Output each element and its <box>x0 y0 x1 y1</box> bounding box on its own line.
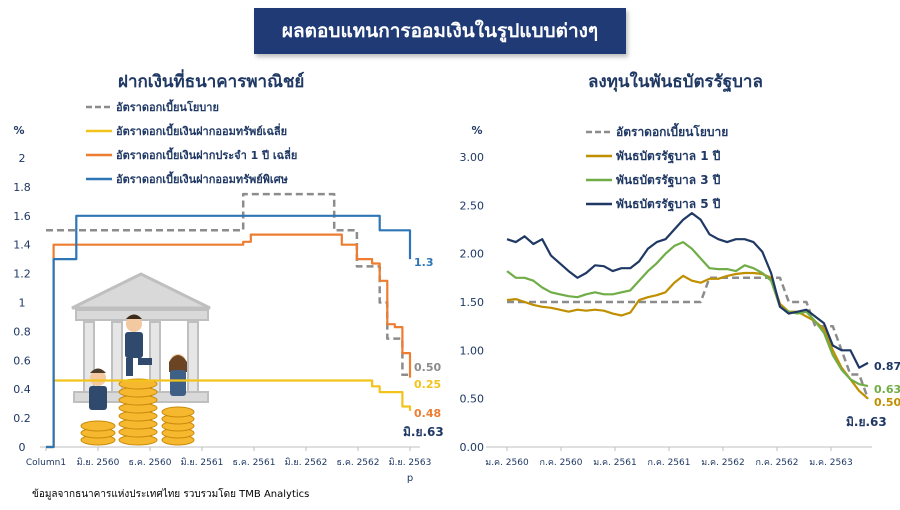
x-tick-label: มิ.ย. 2563 <box>389 457 432 468</box>
y-tick-label: 1.6 <box>13 210 31 223</box>
y-tick-label: 1.8 <box>13 181 31 194</box>
page-banner: ผลตอบแทนการออมเงินในรูปแบบต่างๆ <box>254 8 626 54</box>
x-tick-label: ม.ค. 2561 <box>593 458 636 468</box>
bank-illustration <box>71 272 211 403</box>
source-note: ข้อมูลจากธนาคารแห่งประเทศไทย รวบรวมโดย T… <box>32 489 310 500</box>
investor-figures-illustration <box>89 314 187 410</box>
y-tick-label: 1.50 <box>460 296 485 309</box>
series-line <box>507 276 870 400</box>
series-end-label: 0.50 <box>874 396 900 409</box>
series-line <box>506 212 869 369</box>
x-tick-label: มิ.ย. 2560 <box>77 457 120 468</box>
y-tick-label: 1.4 <box>13 239 31 252</box>
series-line <box>46 379 412 449</box>
x-tick-label: ก.ค. 2562 <box>756 458 799 468</box>
y-tick-label: 1 <box>19 297 26 310</box>
y-tick-label: 2.00 <box>460 248 485 261</box>
series-line <box>506 241 869 388</box>
legend-entry: อัตราดอกเบี้ยเงินฝากออมทรัพย์เฉลี่ย <box>116 123 287 138</box>
legend-entry: พันธบัตรรัฐบาล 3 ปี <box>616 173 721 188</box>
x-tick-label: Column1 <box>26 458 66 468</box>
series-end-label: 0.50 <box>414 361 441 374</box>
series-line <box>46 192 410 377</box>
legend-entry: อัตราดอกเบี้ยเงินฝากออมทรัพย์พิเศษ <box>116 171 289 186</box>
series-end-label: 0.63 <box>874 383 900 396</box>
y-tick-label: 0.4 <box>13 383 31 396</box>
series-line <box>506 271 869 400</box>
y-tick-label: 0.50 <box>460 393 485 406</box>
y-tick-label: 0 <box>19 441 26 454</box>
x-tick-label: ธ.ค. 2561 <box>232 458 275 468</box>
series-line <box>46 214 412 449</box>
left-chart-title: ฝากเงินที่ธนาคารพาณิชย์ <box>118 72 305 92</box>
series-line <box>46 233 412 449</box>
x-tick-label: ม.ค. 2563 <box>809 458 852 468</box>
y-tick-label: 1.2 <box>13 268 31 281</box>
x-tick-label: ธ.ค. 2562 <box>336 458 379 468</box>
period-label: มิ.ย.63 <box>403 425 444 439</box>
y-tick-label: 1.00 <box>460 344 485 357</box>
series-end-label: 0.48 <box>414 407 441 420</box>
right-chart-title: ลงทุนในพันธบัตรรัฐบาล <box>588 72 763 92</box>
x-tick-label: ก.ค. 2561 <box>648 458 691 468</box>
legend-entry: พันธบัตรรัฐบาล 5 ปี <box>616 197 721 212</box>
y-tick-label: 0.8 <box>13 325 31 338</box>
y-tick-label: 0.2 <box>13 412 31 425</box>
y-tick-label: 3.00 <box>460 151 485 164</box>
y-tick-label: 0.00 <box>460 441 485 454</box>
y-axis-unit: % <box>13 124 24 137</box>
legend-entry: อัตราดอกเบี้ยนโยบาย <box>616 122 728 139</box>
legend-entry: อัตราดอกเบี้ยนโยบาย <box>116 99 219 114</box>
series-end-label: 0.25 <box>414 378 441 391</box>
legend-entry: พันธบัตรรัฐบาล 1 ปี <box>616 149 721 164</box>
y-tick-label: 2 <box>19 152 26 165</box>
series-end-label: 1.3 <box>414 256 434 269</box>
y-axis-unit: % <box>471 124 482 137</box>
x-tick-label: มิ.ย. 2562 <box>285 457 328 468</box>
x-axis-footnote: p <box>407 473 413 484</box>
y-tick-label: 2.50 <box>460 199 485 212</box>
x-tick-label: ธ.ค. 2560 <box>128 458 171 468</box>
x-tick-label: มิ.ย. 2561 <box>181 457 224 468</box>
legend-entry: อัตราดอกเบี้ยเงินฝากประจำ 1 ปี เฉลี่ย <box>116 147 297 162</box>
x-tick-label: ก.ค. 2560 <box>540 458 583 468</box>
series-end-label: 0.87 <box>874 360 900 373</box>
period-label: มิ.ย.63 <box>846 415 887 429</box>
x-tick-label: ม.ค. 2562 <box>701 458 744 468</box>
x-tick-label: ม.ค. 2560 <box>485 458 529 468</box>
y-tick-label: 0.6 <box>13 354 31 367</box>
page-title: ผลตอบแทนการออมเงินในรูปแบบต่างๆ <box>281 20 599 42</box>
